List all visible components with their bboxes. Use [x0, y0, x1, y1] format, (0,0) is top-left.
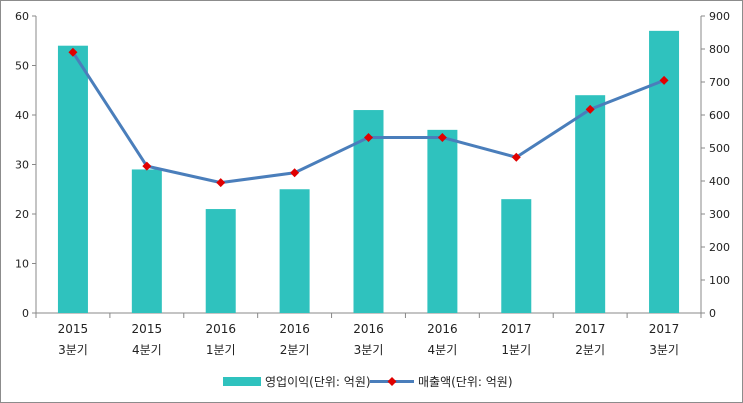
legend: 영업이익(단위: 억원) 매출액(단위: 억원) [223, 375, 513, 389]
right-tick-label: 500 [709, 142, 730, 155]
bar [427, 129, 458, 313]
line-series [68, 47, 669, 188]
left-tick-label: 10 [15, 258, 29, 271]
left-y-axis: 0 10 20 30 40 50 60 [15, 10, 37, 320]
left-tick-label: 0 [22, 307, 29, 320]
line-point [511, 152, 521, 162]
x-category-quarter: 4분기 [428, 343, 458, 357]
right-tick-label: 200 [709, 241, 730, 254]
right-tick-label: 700 [709, 76, 730, 89]
x-category-quarter: 2분기 [280, 343, 310, 357]
legend-swatch-marker [387, 377, 397, 386]
x-category-quarter: 3분기 [58, 343, 88, 357]
x-category-quarter: 3분기 [354, 343, 384, 357]
line-point [585, 104, 595, 114]
right-tick-label: 900 [709, 10, 730, 23]
x-category-quarter: 1분기 [501, 343, 531, 357]
left-tick-label: 50 [15, 60, 29, 73]
right-y-axis: 0 100 200 300 400 500 600 700 800 900 [700, 10, 730, 320]
bar [205, 209, 236, 313]
x-category-year: 2015 [132, 322, 163, 336]
line-point [216, 178, 226, 188]
bar [279, 189, 310, 313]
left-tick-label: 60 [15, 10, 29, 23]
bar [57, 45, 88, 313]
left-tick-label: 20 [15, 208, 29, 221]
bar-series [57, 30, 680, 313]
line-point [290, 168, 300, 178]
line-point [659, 75, 669, 85]
left-tick-label: 30 [15, 159, 29, 172]
left-tick-label: 40 [15, 109, 29, 122]
x-category-quarter: 2분기 [575, 343, 605, 357]
right-tick-label: 300 [709, 208, 730, 221]
line-point [364, 132, 373, 142]
x-category-year: 2017 [649, 322, 680, 336]
bar [501, 199, 532, 313]
right-tick-label: 400 [709, 175, 730, 188]
x-category-quarter: 1분기 [206, 343, 236, 357]
x-category-year: 2016 [353, 322, 384, 336]
legend-swatch-bar [223, 377, 261, 386]
x-category-year: 2017 [575, 322, 606, 336]
right-tick-label: 0 [709, 307, 716, 320]
x-category-year: 2017 [501, 322, 532, 336]
right-tick-label: 100 [709, 274, 730, 287]
x-category-year: 2015 [58, 322, 89, 336]
x-category-quarter: 3분기 [649, 343, 679, 357]
x-category-year: 2016 [427, 322, 458, 336]
right-tick-label: 800 [709, 43, 730, 56]
legend-label-bar: 영업이익(단위: 억원) [265, 375, 371, 389]
x-category-year: 2016 [205, 322, 236, 336]
x-category-quarter: 4분기 [132, 343, 162, 357]
legend-label-line: 매출액(단위: 억원) [418, 375, 513, 389]
line-point [142, 161, 152, 171]
line-point [68, 47, 78, 57]
bar [131, 169, 162, 313]
right-tick-label: 600 [709, 109, 730, 122]
line-point [437, 132, 447, 142]
bar [649, 30, 680, 313]
bar [575, 95, 606, 313]
x-category-year: 2016 [279, 322, 310, 336]
